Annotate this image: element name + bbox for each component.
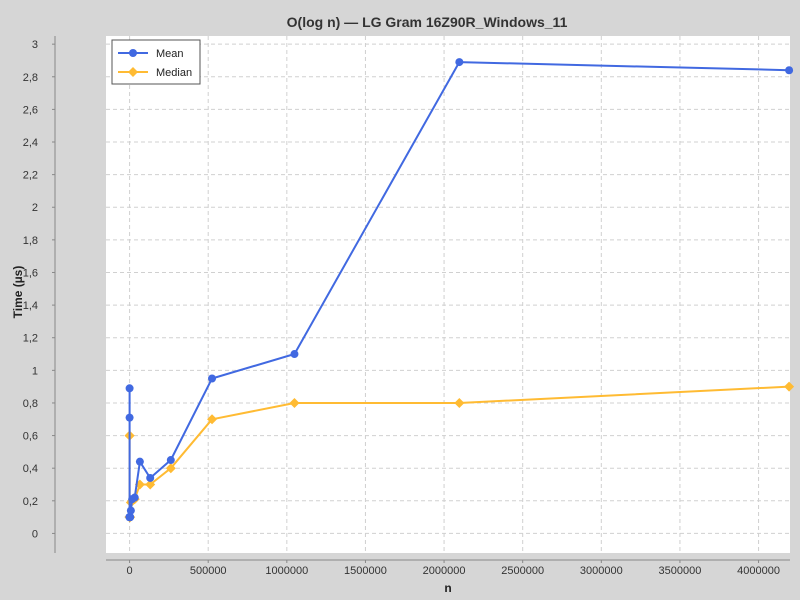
data-point-median xyxy=(454,397,465,408)
legend-box xyxy=(111,39,201,85)
data-point-mean xyxy=(126,506,135,515)
y-tick-label: 0,8 xyxy=(23,398,38,410)
legend-mean-marker xyxy=(129,49,137,57)
data-point-mean xyxy=(290,350,299,359)
data-point-mean xyxy=(166,456,175,465)
data-point-median xyxy=(207,414,218,425)
data-point-mean xyxy=(125,413,134,422)
legend-median-marker xyxy=(128,67,138,77)
chart-title: O(log n) — LG Gram 16Z90R_Windows_11 xyxy=(287,14,568,30)
legend-mean-label: Mean xyxy=(156,48,184,60)
x-tick-label: 3500000 xyxy=(659,565,702,577)
series-mean xyxy=(125,58,794,522)
x-tick-label: 0 xyxy=(127,565,133,577)
series-layer xyxy=(124,58,795,523)
x-tick-label: 1500000 xyxy=(344,565,387,577)
x-tick-label: 2500000 xyxy=(501,565,544,577)
data-point-median xyxy=(165,463,176,474)
data-point-median xyxy=(784,381,795,392)
data-point-mean xyxy=(130,493,139,502)
legend-median-label: Median xyxy=(156,67,192,79)
y-tick-label: 2,6 xyxy=(23,104,38,116)
y-axis-label: Time (µs) xyxy=(11,266,25,319)
x-axis-label: n xyxy=(444,581,451,595)
plot-area xyxy=(106,36,790,553)
y-tick-label: 0,4 xyxy=(23,463,38,475)
x-tick-label: 4000000 xyxy=(737,565,780,577)
x-tick-label: 3000000 xyxy=(580,565,623,577)
y-tick-label: 1,2 xyxy=(23,333,38,345)
y-tick-labels: 0 0,2 0,4 0,6 0,8 1 1,2 1,4 1,6 1,8 2 2,2 2,4 2,6 2,8 3 xyxy=(23,39,55,540)
x-tick-labels: 0 500000 1000000 1500000 2000000 2500000 30000… xyxy=(127,560,780,577)
y-tick-label: 0 xyxy=(32,528,38,540)
x-tick-label: 500000 xyxy=(190,565,227,577)
data-point-mean xyxy=(146,473,155,482)
data-point-mean xyxy=(785,66,794,75)
y-tick-label: 1,6 xyxy=(23,267,38,279)
x-tick-label: 1000000 xyxy=(265,565,308,577)
data-point-median xyxy=(145,479,156,490)
y-tick-label: 2,2 xyxy=(23,170,38,182)
y-tick-label: 2,4 xyxy=(23,137,38,149)
legend: Mean Median xyxy=(111,39,201,85)
y-tick-label: 1,8 xyxy=(23,235,38,247)
grid-lines xyxy=(106,36,790,553)
data-point-median xyxy=(289,397,300,408)
data-point-mean xyxy=(125,384,134,393)
data-point-mean xyxy=(455,58,464,67)
data-point-mean xyxy=(126,513,135,522)
y-tick-label: 0,2 xyxy=(23,496,38,508)
y-tick-label: 2 xyxy=(32,202,38,214)
y-tick-label: 0,6 xyxy=(23,431,38,443)
data-point-mean xyxy=(135,457,144,466)
y-tick-label: 1 xyxy=(32,365,38,377)
y-tick-label: 3 xyxy=(32,39,38,51)
y-tick-label: 1,4 xyxy=(23,300,38,312)
y-tick-label: 2,8 xyxy=(23,72,38,84)
x-tick-label: 2000000 xyxy=(423,565,466,577)
data-point-mean xyxy=(208,374,217,383)
